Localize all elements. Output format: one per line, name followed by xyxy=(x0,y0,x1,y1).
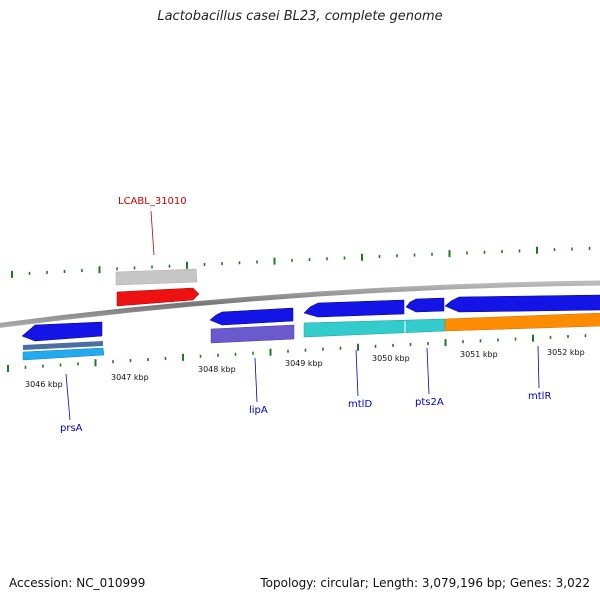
label-mtlr: mtlR xyxy=(528,391,551,402)
gene-lcabl-31010[interactable] xyxy=(116,287,200,307)
tick-label-3050: 3050 kbp xyxy=(372,354,410,363)
label-prsa: prsA xyxy=(60,423,83,434)
label-lcabl-31010: LCABL_31010 xyxy=(118,196,187,207)
inner-tick-track xyxy=(7,334,587,372)
tick-label-3047: 3047 kbp xyxy=(111,373,149,382)
label-pts2a: pts2A xyxy=(415,397,444,408)
tick-label-3052: 3052 kbp xyxy=(547,348,585,357)
gene-lcabl-31010-gray[interactable] xyxy=(115,268,198,286)
map-title: Lactobacillus casei BL23, complete genom… xyxy=(157,9,443,24)
gene-prsa[interactable] xyxy=(21,321,103,342)
gene-mtld[interactable] xyxy=(303,299,405,318)
tick-label-3048: 3048 kbp xyxy=(198,365,236,374)
genome-backbone xyxy=(0,280,600,328)
gene-mtlr[interactable] xyxy=(444,294,600,313)
label-mtld: mtlD xyxy=(348,399,372,410)
leader-lcabl-31010 xyxy=(150,210,155,256)
leader-mtlr xyxy=(537,345,540,389)
accession-text: Accession: NC_010999 xyxy=(9,576,146,590)
outer-tick-track xyxy=(11,246,591,278)
feature-lipa-purple xyxy=(210,324,295,344)
gene-pts2a[interactable] xyxy=(405,297,445,313)
genome-summary-text: Topology: circular; Length: 3,079,196 bp… xyxy=(260,576,590,590)
leader-prsa xyxy=(65,373,71,421)
feature-prsa-slate xyxy=(23,341,103,350)
gene-lipa[interactable] xyxy=(209,307,294,326)
feature-orange xyxy=(444,312,600,332)
leader-pts2a xyxy=(426,347,430,395)
tick-label-3051: 3051 kbp xyxy=(460,350,498,359)
tick-label-3049: 3049 kbp xyxy=(285,359,323,368)
leader-lipa xyxy=(254,357,258,403)
feature-prsa-sky xyxy=(22,347,105,361)
feature-cyan xyxy=(303,318,446,338)
tick-label-3046: 3046 kbp xyxy=(25,380,63,389)
leader-mtld xyxy=(355,349,359,397)
label-lipa: lipA xyxy=(249,405,268,416)
